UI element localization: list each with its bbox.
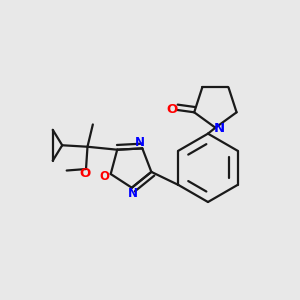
- Text: O: O: [79, 167, 90, 180]
- Text: O: O: [166, 103, 177, 116]
- Text: O: O: [100, 170, 110, 183]
- Text: N: N: [135, 136, 145, 149]
- Text: N: N: [213, 122, 224, 135]
- Text: N: N: [128, 187, 138, 200]
